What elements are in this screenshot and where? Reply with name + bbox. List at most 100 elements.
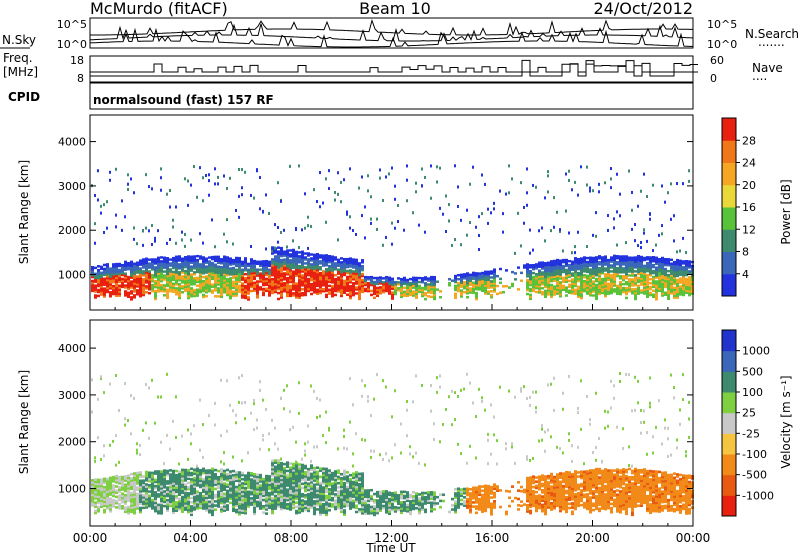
radar-cell <box>607 290 610 293</box>
radar-cell <box>304 487 307 491</box>
radar-cell <box>217 494 220 498</box>
radar-cell <box>316 415 318 419</box>
radar-cell <box>535 286 538 290</box>
radar-cell <box>295 258 298 262</box>
radar-cell <box>433 289 436 293</box>
radar-cell <box>499 291 502 294</box>
radar-cell <box>574 272 577 276</box>
radar-cell <box>181 277 184 280</box>
radar-cell <box>262 281 265 285</box>
colorbar-tick-label: 8 <box>742 246 749 259</box>
radar-cell <box>247 280 250 283</box>
radar-cell <box>238 512 241 516</box>
radar-cell <box>241 486 244 489</box>
radar-cell <box>283 228 285 232</box>
radar-cell <box>211 271 214 275</box>
radar-cell <box>628 278 631 281</box>
radar-cell <box>595 285 598 289</box>
radar-cell <box>130 485 133 489</box>
radar-cell <box>217 490 220 494</box>
radar-cell <box>607 266 610 270</box>
radar-cell <box>595 279 598 283</box>
radar-cell <box>172 272 175 276</box>
radar-cell <box>133 499 136 502</box>
radar-cell <box>544 196 546 200</box>
radar-cell <box>631 274 634 277</box>
radar-cell <box>538 279 541 282</box>
radar-cell <box>193 271 196 274</box>
radar-cell <box>265 493 268 497</box>
radar-cell <box>226 506 229 509</box>
radar-cell <box>610 260 613 263</box>
radar-cell <box>427 287 430 290</box>
radar-cell <box>184 479 187 482</box>
radar-cell <box>127 499 130 503</box>
radar-cell <box>232 499 235 502</box>
radar-cell <box>664 281 667 285</box>
radar-cell <box>559 265 562 268</box>
radar-cell <box>94 495 97 498</box>
radar-cell <box>148 477 151 481</box>
radar-cell <box>298 502 301 506</box>
radar-cell <box>661 258 664 262</box>
radar-cell <box>577 275 580 279</box>
radar-cell <box>265 512 268 515</box>
radar-cell <box>325 269 328 273</box>
radar-cell <box>130 497 133 501</box>
radar-cell <box>295 290 298 293</box>
radar-cell <box>304 289 307 293</box>
radar-cell <box>277 486 280 489</box>
radar-cell <box>145 472 148 476</box>
radar-cell <box>127 474 130 478</box>
radar-cell <box>337 286 340 289</box>
radar-cell <box>295 495 298 498</box>
radar-cell <box>151 492 154 496</box>
radar-cell <box>178 480 181 484</box>
radar-cell <box>403 278 406 282</box>
radar-cell <box>571 278 574 281</box>
radar-cell <box>619 269 622 272</box>
radar-cell <box>127 267 130 271</box>
radar-cell <box>232 496 235 500</box>
radar-cell <box>139 498 142 501</box>
radar-cell <box>676 260 679 264</box>
radar-cell <box>379 292 382 295</box>
radar-cell <box>313 491 316 495</box>
radar-cell <box>208 510 211 514</box>
radar-cell <box>316 282 319 286</box>
radar-cell <box>394 290 397 294</box>
radar-cell <box>214 271 217 274</box>
radar-cell <box>253 273 256 277</box>
radar-cell <box>280 484 283 488</box>
radar-cell <box>259 268 262 271</box>
radar-cell <box>325 260 328 263</box>
radar-cell <box>685 285 688 289</box>
radar-cell <box>307 283 310 287</box>
radar-cell <box>127 263 130 267</box>
radar-cell <box>301 293 304 297</box>
radar-cell <box>166 486 169 489</box>
radar-cell <box>214 295 217 298</box>
radar-cell <box>145 504 148 507</box>
radar-cell <box>319 498 322 502</box>
radar-cell <box>382 281 385 284</box>
radar-cell <box>208 289 211 293</box>
radar-cell <box>277 240 279 244</box>
radar-cell <box>193 497 196 501</box>
radar-cell <box>265 247 267 251</box>
radar-cell <box>115 290 118 293</box>
radar-cell <box>685 259 688 263</box>
radar-cell <box>319 398 321 402</box>
radar-cell <box>160 167 162 171</box>
radar-cell <box>253 506 256 509</box>
radar-cell <box>220 293 223 297</box>
radar-cell <box>205 257 208 260</box>
radar-cell <box>124 278 127 281</box>
radar-cell <box>109 267 112 270</box>
power-y-axis-label: Slant Range [km] <box>17 160 31 264</box>
date-title: 24/Oct/2012 <box>593 0 693 18</box>
radar-cell <box>283 500 286 503</box>
radar-cell <box>199 498 202 501</box>
radar-cell <box>226 281 229 285</box>
radar-cell <box>256 488 259 491</box>
